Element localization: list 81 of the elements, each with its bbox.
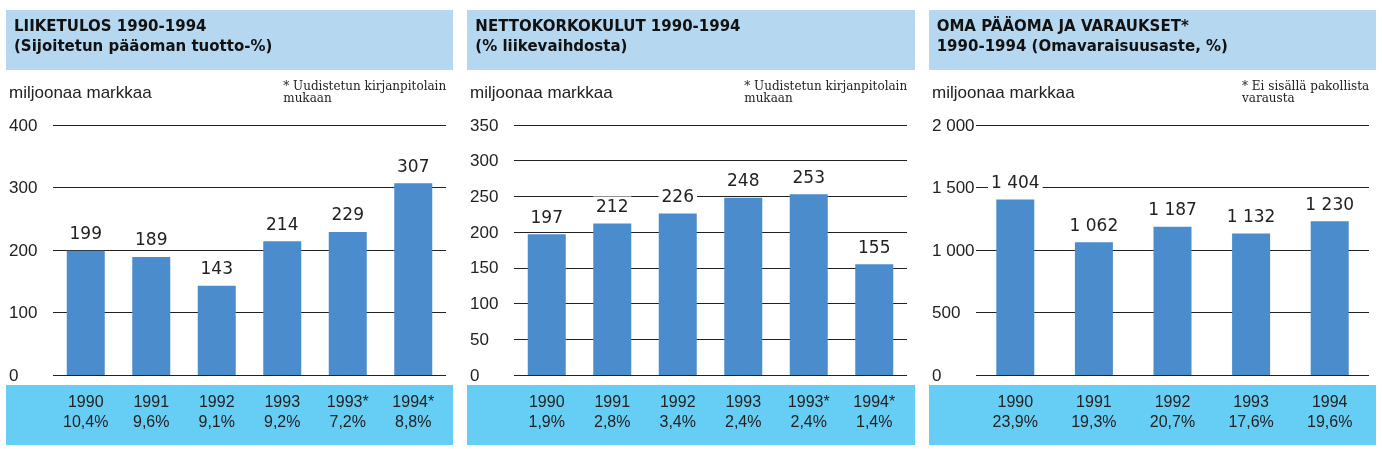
y-axis-title: miljoonaa markkaa xyxy=(9,83,153,102)
y-tick-label: 500 xyxy=(931,303,961,322)
x-tick-label: 1994* 8,8% xyxy=(392,392,435,430)
x-tick-label: 1993 9,2% xyxy=(264,392,301,430)
y-tick-label: 150 xyxy=(470,258,499,278)
y-axis-title: miljoonaa markkaa xyxy=(931,83,1075,102)
chart-title: OMA PÄÄOMA JA VARAUKSET* xyxy=(936,16,1190,36)
x-tick-label: 1990 23,9% xyxy=(992,392,1038,430)
x-tick-label: 1993 2,4% xyxy=(725,392,762,430)
bar xyxy=(66,250,105,375)
bar xyxy=(394,183,433,375)
data-label: 197 xyxy=(530,206,564,227)
data-label: 248 xyxy=(727,170,760,191)
text: * Ei sisällä pakollista varausta xyxy=(1240,79,1373,105)
y-tick-label: 300 xyxy=(9,178,38,197)
bar xyxy=(659,213,698,375)
y-tick-label: 300 xyxy=(470,151,499,171)
bar xyxy=(724,197,763,375)
data-label: 226 xyxy=(661,186,695,207)
y-tick-label: 100 xyxy=(470,294,499,314)
bar xyxy=(855,264,894,375)
data-label: 1 132 xyxy=(1226,206,1276,226)
y-tick-label: 0 xyxy=(9,365,19,385)
x-tick-label: 1991 19,3% xyxy=(1070,392,1117,430)
bar xyxy=(132,256,171,375)
bar xyxy=(1310,221,1349,375)
chart-title: NETTOKORKOKULUT 1990-1994 xyxy=(475,16,742,36)
x-tick-label: 1993* 7,2% xyxy=(326,392,369,430)
bar xyxy=(528,234,567,375)
x-tick-label: 1994* 1,4% xyxy=(853,392,896,430)
data-label: 189 xyxy=(135,229,168,250)
y-tick-label: 200 xyxy=(470,222,499,242)
text: * Uudistetun kirjanpitolain mukaan xyxy=(744,79,912,105)
data-label: 143 xyxy=(200,258,233,279)
x-tick-label: 1990 1,9% xyxy=(528,392,566,430)
y-tick-label: 0 xyxy=(931,365,942,385)
chart-subtitle: (Sijoitetun pääoman tuotto-%) xyxy=(14,36,274,56)
y-tick-label: 2 000 xyxy=(931,115,975,135)
data-label: 1 404 xyxy=(990,172,1040,192)
y-tick-label: 1 500 xyxy=(931,178,975,197)
data-label: 307 xyxy=(397,155,430,176)
x-tick-label: 1990 10,4% xyxy=(63,392,109,430)
x-tick-label: 1992 20,7% xyxy=(1149,392,1195,430)
text: * Uudistetun kirjanpitolain mukaan xyxy=(283,79,451,105)
x-tick-label: 1991 9,6% xyxy=(133,392,170,430)
y-tick-label: 1 000 xyxy=(931,240,975,260)
bar xyxy=(197,285,236,375)
y-tick-label: 200 xyxy=(9,240,38,260)
y-tick-label: 400 xyxy=(9,115,38,135)
bar xyxy=(995,199,1034,375)
y-tick-label: 100 xyxy=(9,303,38,322)
bar xyxy=(328,231,367,375)
data-label: 212 xyxy=(596,196,629,217)
chart-title: LIIKETULOS 1990-1994 xyxy=(14,16,208,36)
bar xyxy=(1153,226,1192,375)
x-tick-label: 1992 9,1% xyxy=(198,392,235,430)
x-tick-label: 1992 3,4% xyxy=(659,392,697,430)
data-label: 155 xyxy=(858,236,891,257)
y-tick-label: 250 xyxy=(470,186,499,206)
data-label: 1 187 xyxy=(1147,199,1197,220)
y-tick-label: 0 xyxy=(470,365,480,385)
y-axis-title: miljoonaa markkaa xyxy=(470,83,614,102)
bar xyxy=(1231,233,1270,375)
x-tick-label: 1993* 2,4% xyxy=(788,392,830,430)
chart-subtitle: 1990-1994 (Omavaraisuusaste, %) xyxy=(936,36,1229,56)
chart-subtitle: (% liikevaihdosta) xyxy=(475,36,629,56)
data-label: 1 230 xyxy=(1305,193,1354,214)
bar xyxy=(263,241,302,375)
x-tick-label: 1994 19,6% xyxy=(1306,392,1353,430)
bar xyxy=(790,194,829,375)
data-label: 214 xyxy=(266,213,299,234)
data-label: 253 xyxy=(792,166,826,187)
x-tick-label: 1993 17,6% xyxy=(1228,392,1274,430)
y-tick-label: 350 xyxy=(470,115,499,135)
data-label: 199 xyxy=(69,223,102,244)
data-label: 229 xyxy=(331,204,364,225)
x-tick-label: 1991 2,8% xyxy=(594,392,631,430)
bar xyxy=(593,223,632,375)
bar xyxy=(1074,242,1113,375)
y-tick-label: 50 xyxy=(470,329,490,349)
data-label: 1 062 xyxy=(1069,214,1118,235)
